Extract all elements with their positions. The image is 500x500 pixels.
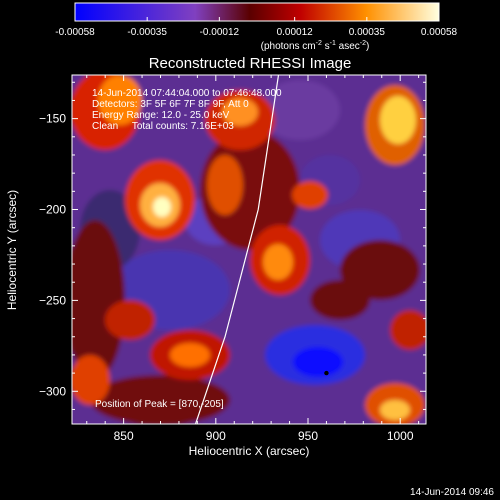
annotation-peak-position: Position of Peak = [870,-205] — [95, 399, 224, 410]
colorbar-ticks: -0.00058 -0.00035 -0.00012 0.00012 0.00035 0.… — [55, 17, 458, 38]
x-axis-ticks: 850 900 950 1000 — [86, 75, 420, 443]
x-tick-label: 950 — [298, 429, 318, 443]
annotation-detectors: Detectors: 3F 5F 6F 7F 8F 9F, Att 0 — [92, 99, 249, 110]
colorbar-tick-label: -0.00035 — [127, 27, 167, 38]
heatmap-image — [72, 75, 426, 424]
heatmap-blobs — [72, 75, 426, 424]
y-axis-ticks: −150 −200 −250 −300 — [39, 81, 426, 410]
y-tick-label: −300 — [39, 384, 66, 398]
chart-title: Reconstructed RHESSI Image — [149, 55, 352, 72]
solar-limb-line — [194, 75, 280, 424]
colorbar-tick-label: 0.00012 — [277, 27, 314, 38]
annotation-method-counts: Clean Total counts: 7.16E+03 — [92, 121, 234, 132]
x-axis-label: Heliocentric X (arcsec) — [189, 444, 310, 458]
plot-frame — [71, 74, 427, 425]
colorbar-units: (photons cm-2 s-1 asec-2) — [261, 40, 370, 52]
colorbar-tick-label: -0.00058 — [55, 27, 95, 38]
y-tick-label: −150 — [39, 112, 66, 126]
footer-timestamp: 14-Jun-2014 09:46 — [410, 487, 494, 498]
x-tick-label: 850 — [114, 429, 134, 443]
y-tick-label: −250 — [39, 293, 66, 307]
marked-point — [324, 370, 329, 376]
y-tick-label: −200 — [39, 203, 66, 217]
colorbar: -0.00058 -0.00035 -0.00012 0.00012 0.00035 0.… — [55, 2, 458, 52]
x-tick-label: 1000 — [387, 429, 414, 443]
annotation-energy-range: Energy Range: 12.0 - 25.0 keV — [92, 110, 230, 121]
colorbar-tick-label: -0.00012 — [200, 27, 240, 38]
annotation-time-range: 14-Jun-2014 07:44:04.000 to 07:46:48.000 — [92, 88, 282, 99]
annotation-block: 14-Jun-2014 07:44:04.000 to 07:46:48.000… — [92, 88, 282, 410]
colorbar-tick-label: 0.00058 — [421, 27, 458, 38]
colorbar-tick-label: 0.00035 — [349, 27, 386, 38]
y-axis-label: Heliocentric Y (arcsec) — [5, 190, 19, 310]
colorbar-gradient — [74, 2, 440, 22]
x-tick-label: 900 — [206, 429, 226, 443]
